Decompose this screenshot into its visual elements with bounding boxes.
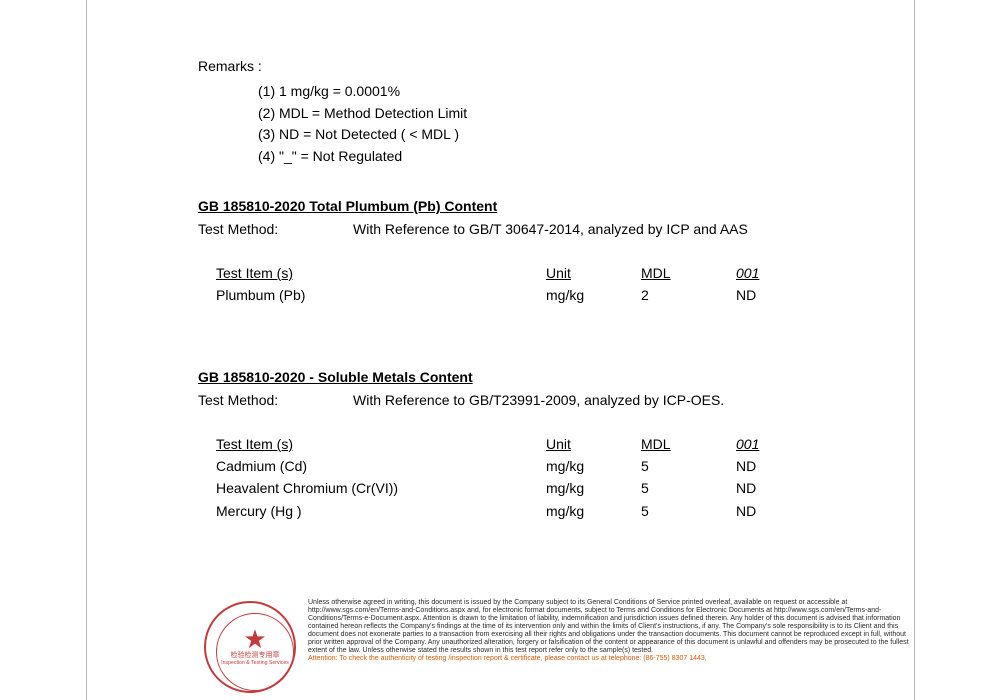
table-row: Plumbum (Pb) mg/kg 2 ND (216, 284, 913, 306)
table-row: Heavalent Chromium (Cr(VI)) mg/kg 5 ND (216, 477, 913, 499)
cell-mdl: 5 (641, 455, 736, 477)
cell-001: ND (736, 284, 806, 306)
col-header-mdl: MDL (641, 433, 736, 455)
test-method-row: Test Method: With Reference to GB/T23991… (198, 390, 913, 411)
remarks-item: (3) ND = Not Detected ( < MDL ) (258, 124, 913, 146)
remarks-heading: Remarks : (198, 56, 913, 77)
results-table: Test Item (s) Unit MDL 001 Plumbum (Pb) … (216, 262, 913, 307)
remarks-item: (4) "_" = Not Regulated (258, 146, 913, 168)
test-method-label: Test Method: (198, 390, 353, 411)
test-method-row: Test Method: With Reference to GB/T 3064… (198, 219, 913, 240)
col-header-item: Test Item (s) (216, 433, 546, 455)
col-header-unit: Unit (546, 262, 641, 284)
section-title: GB 185810-2020 Total Plumbum (Pb) Conten… (198, 196, 913, 217)
col-header-unit: Unit (546, 433, 641, 455)
cell-item: Heavalent Chromium (Cr(VI)) (216, 477, 546, 499)
document-body: Remarks : (1) 1 mg/kg = 0.0001% (2) MDL … (198, 56, 913, 522)
document-page: Remarks : (1) 1 mg/kg = 0.0001% (2) MDL … (0, 0, 1000, 700)
remarks-item: (2) MDL = Method Detection Limit (258, 103, 913, 125)
stamp: ★ 检验检测专用章 Inspection & Testing Services (198, 595, 308, 695)
remarks-list: (1) 1 mg/kg = 0.0001% (2) MDL = Method D… (258, 81, 913, 168)
col-header-item: Test Item (s) (216, 262, 546, 284)
cell-unit: mg/kg (546, 284, 641, 306)
cell-unit: mg/kg (546, 477, 641, 499)
cell-item: Cadmium (Cd) (216, 455, 546, 477)
right-margin-line (914, 0, 915, 700)
test-method-label: Test Method: (198, 219, 353, 240)
cell-mdl: 2 (641, 284, 736, 306)
table-row: Mercury (Hg ) mg/kg 5 ND (216, 500, 913, 522)
stamp-star-icon: ★ (217, 628, 293, 650)
col-header-001: 001 (736, 433, 806, 455)
col-header-001: 001 (736, 262, 806, 284)
table-header-row: Test Item (s) Unit MDL 001 (216, 433, 913, 455)
test-method-value: With Reference to GB/T23991-2009, analyz… (353, 390, 913, 411)
remarks-item: (1) 1 mg/kg = 0.0001% (258, 81, 913, 103)
cell-unit: mg/kg (546, 500, 641, 522)
table-row: Cadmium (Cd) mg/kg 5 ND (216, 455, 913, 477)
cell-mdl: 5 (641, 477, 736, 499)
footer-fineprint: Unless otherwise agreed in writing, this… (308, 595, 913, 695)
left-margin-line (86, 0, 87, 700)
fineprint-warning: Attention: To check the authenticity of … (308, 655, 707, 662)
stamp-text-bot: Inspection & Testing Services (217, 660, 293, 666)
cell-001: ND (736, 477, 806, 499)
cell-unit: mg/kg (546, 455, 641, 477)
fineprint-body: Unless otherwise agreed in writing, this… (308, 599, 909, 654)
cell-item: Mercury (Hg ) (216, 500, 546, 522)
col-header-mdl: MDL (641, 262, 736, 284)
stamp-text-top: 检验检测专用章 (217, 652, 293, 660)
results-table: Test Item (s) Unit MDL 001 Cadmium (Cd) … (216, 433, 913, 523)
test-method-value: With Reference to GB/T 30647-2014, analy… (353, 219, 913, 240)
footer: ★ 检验检测专用章 Inspection & Testing Services … (198, 595, 913, 695)
cell-item: Plumbum (Pb) (216, 284, 546, 306)
cell-001: ND (736, 455, 806, 477)
section-title: GB 185810-2020 - Soluble Metals Content (198, 367, 913, 388)
cell-mdl: 5 (641, 500, 736, 522)
cell-001: ND (736, 500, 806, 522)
table-header-row: Test Item (s) Unit MDL 001 (216, 262, 913, 284)
